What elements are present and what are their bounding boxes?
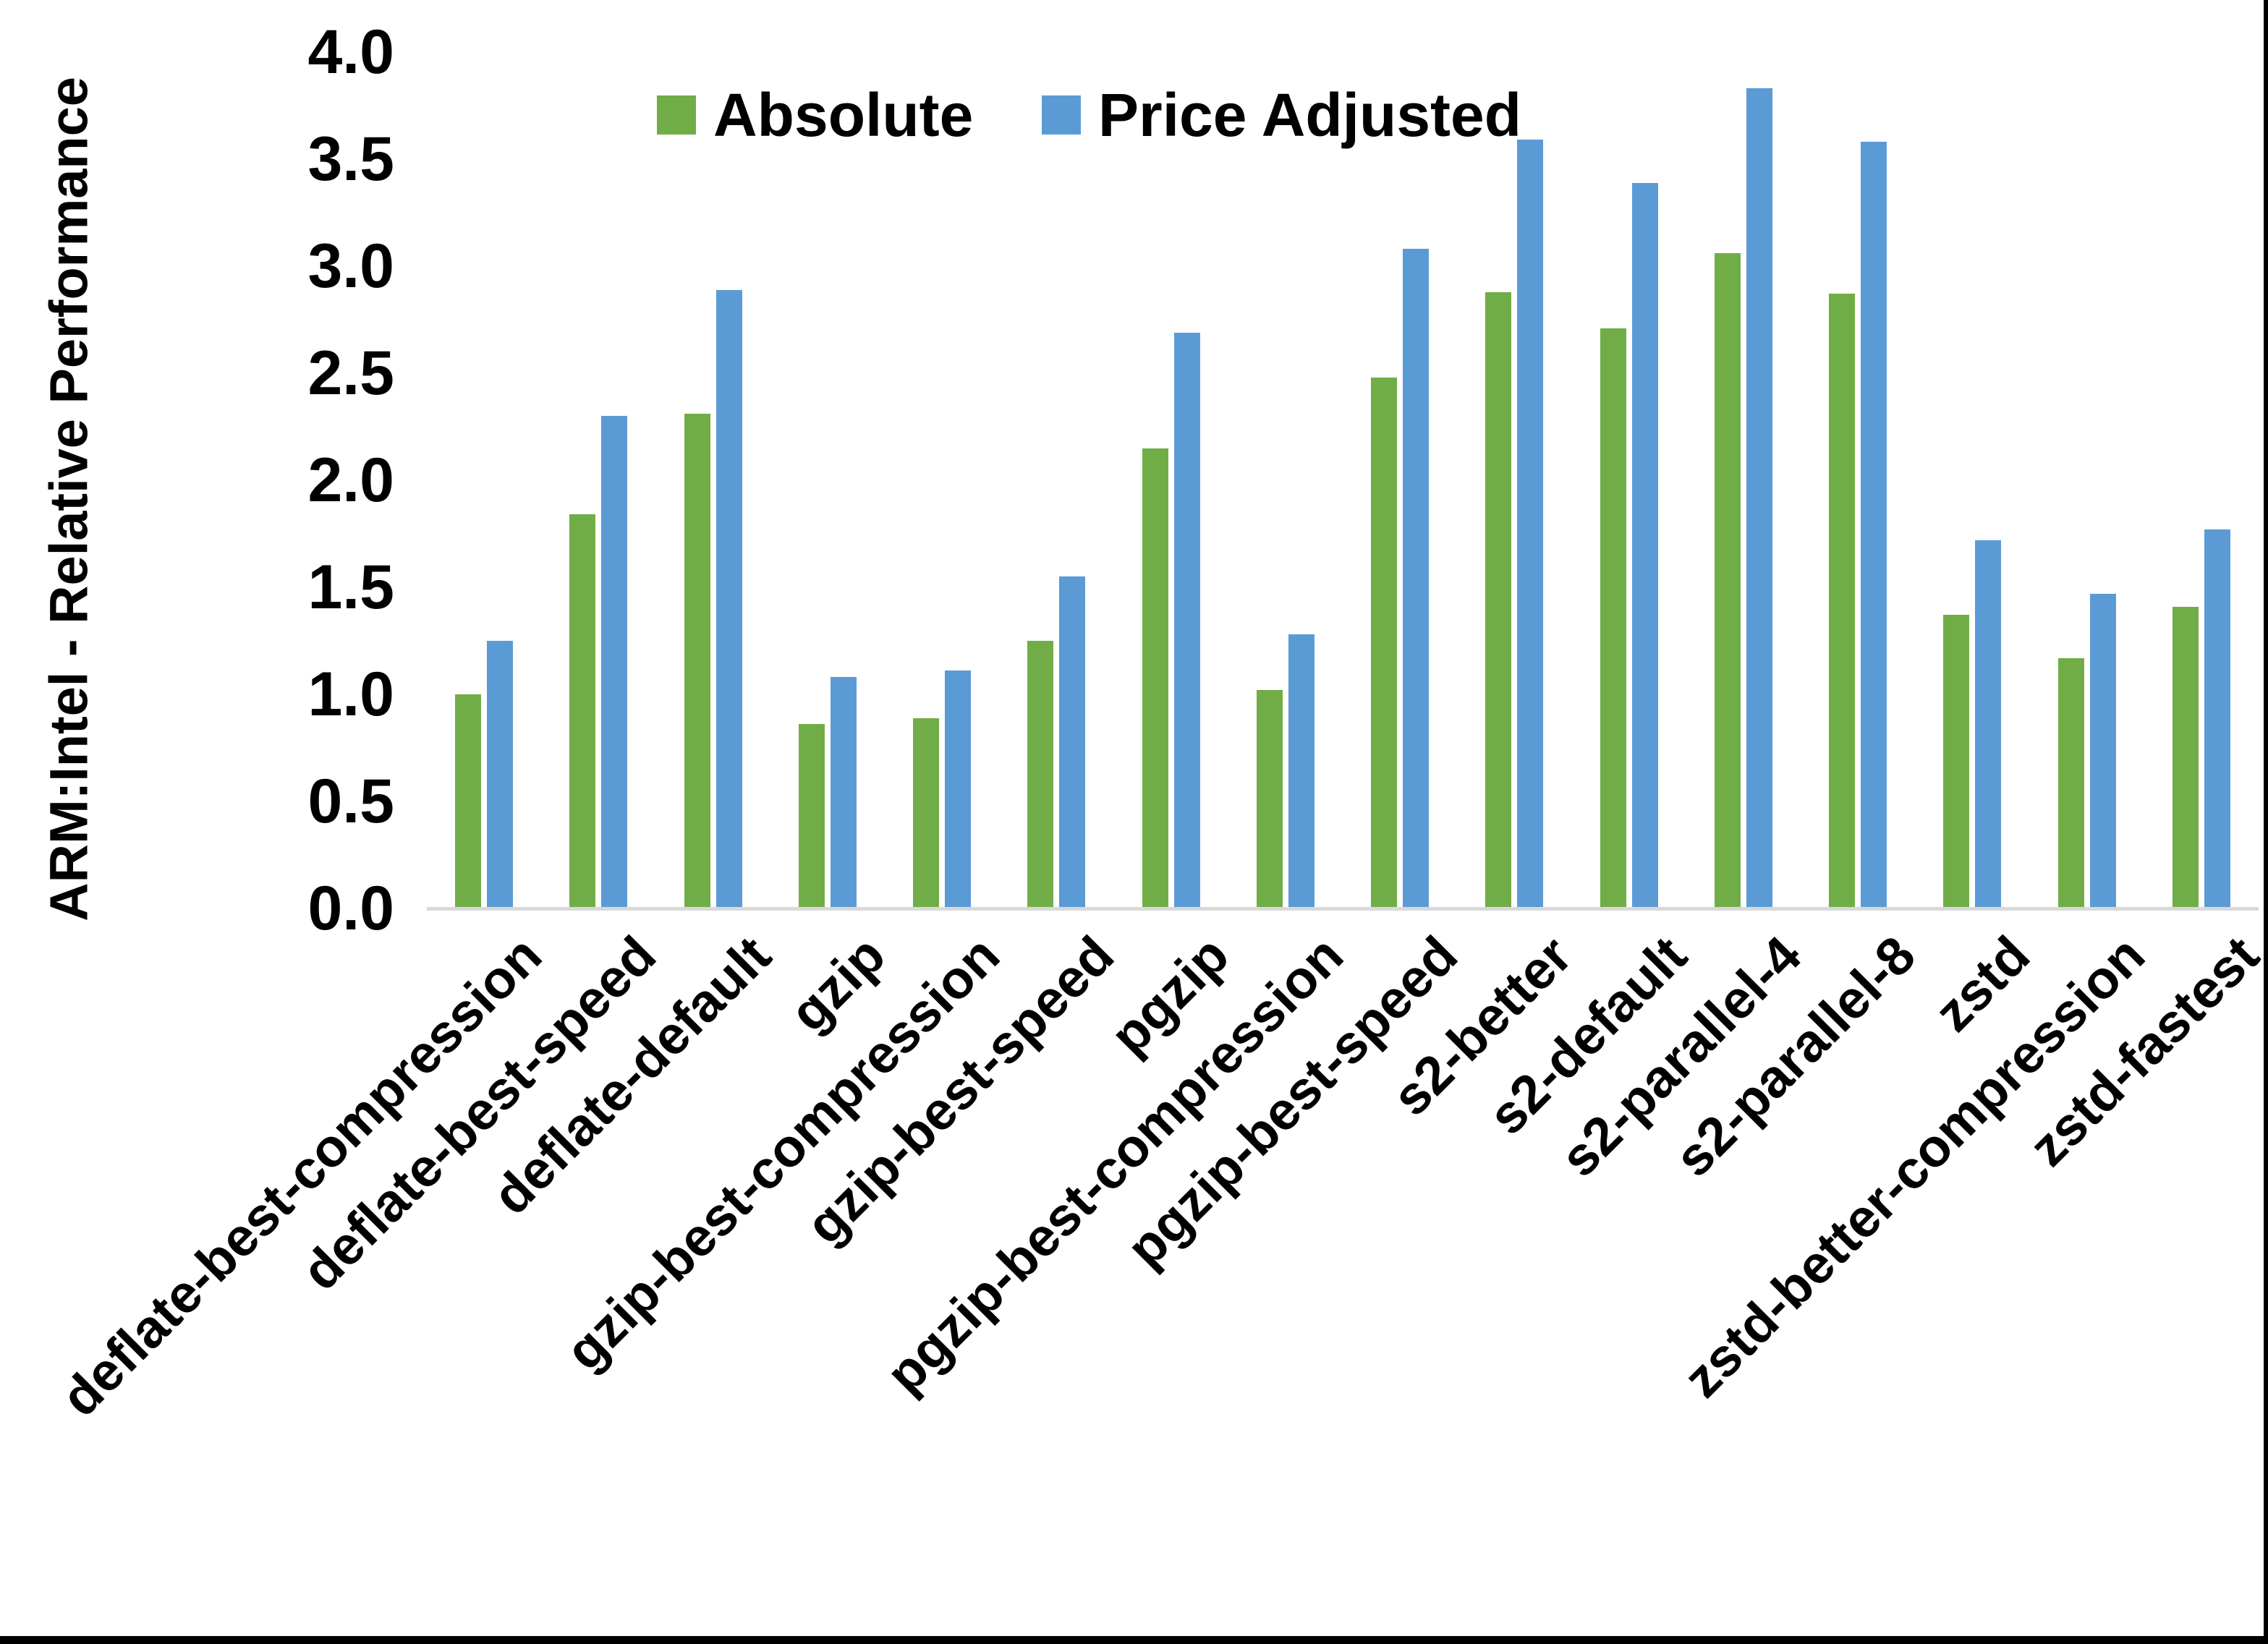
bar-absolute-zstd-better-compression: [2057, 657, 2084, 908]
legend-label-price-adjusted: Price Adjusted: [1098, 81, 1522, 149]
bar-group-gzip-best-compression: [885, 52, 999, 908]
bar-price-adjusted-s2-parallel-4: [1746, 88, 1772, 908]
bar-price-adjusted-s2-better: [1517, 140, 1544, 908]
legend-item-price-adjusted: Price Adjusted: [1042, 85, 1521, 145]
bar-price-adjusted-s2-parallel-8: [1861, 142, 1887, 908]
y-tick-label-1.5: 1.5: [307, 553, 394, 622]
bar-group-s2-better: [1457, 52, 1571, 908]
bar-price-adjusted-deflate-default: [715, 289, 742, 908]
bar-absolute-s2-default: [1600, 328, 1626, 908]
bar-absolute-deflate-best-speed: [569, 514, 596, 908]
bar-price-adjusted-gzip-best-compression: [945, 670, 972, 908]
bar-group-gzip-best-speed: [999, 52, 1113, 908]
x-axis-line: [427, 907, 2259, 911]
bar-price-adjusted-s2-default: [1631, 182, 1658, 908]
bar-price-adjusted-pgzip-best-speed: [1403, 249, 1430, 908]
bar-group-deflate-best-speed: [541, 52, 655, 908]
bar-price-adjusted-deflate-best-compression: [487, 641, 514, 908]
bar-group-zstd-better-compression: [2030, 52, 2144, 908]
bar-absolute-pgzip-best-compression: [1256, 690, 1283, 908]
bar-price-adjusted-zstd-fastest: [2204, 529, 2230, 908]
y-tick-label-2.5: 2.5: [307, 338, 394, 408]
legend-swatch-price-adjusted: [1042, 95, 1081, 135]
y-tick-label-2.0: 2.0: [307, 446, 394, 515]
bar-group-zstd: [1915, 52, 2029, 908]
bar-absolute-s2-parallel-4: [1714, 253, 1741, 908]
y-tick-label-3.0: 3.0: [307, 231, 394, 301]
plot-area: [427, 52, 2259, 908]
bar-absolute-zstd-fastest: [2172, 606, 2199, 908]
right-frame-edge: [2264, 0, 2268, 1644]
bar-group-pgzip: [1114, 52, 1228, 908]
legend-swatch-absolute: [657, 95, 696, 135]
y-tick-label-0.5: 0.5: [307, 767, 394, 836]
y-tick-label-3.5: 3.5: [307, 124, 394, 194]
bar-absolute-pgzip-best-speed: [1371, 377, 1398, 908]
legend-item-absolute: Absolute: [657, 85, 973, 145]
bottom-frame-edge: [0, 1636, 2268, 1644]
bar-absolute-s2-parallel-8: [1829, 294, 1856, 908]
bar-absolute-gzip-best-speed: [1027, 641, 1054, 908]
y-tick-label-1.0: 1.0: [307, 660, 394, 729]
bar-absolute-pgzip: [1142, 448, 1168, 908]
bar-price-adjusted-gzip-best-speed: [1059, 576, 1086, 908]
bar-price-adjusted-pgzip-best-compression: [1288, 634, 1314, 908]
bar-group-gzip: [770, 52, 885, 908]
bar-group-deflate-default: [656, 52, 770, 908]
bar-group-zstd-fastest: [2144, 52, 2259, 908]
bar-group-deflate-best-compression: [427, 52, 541, 908]
bar-price-adjusted-zstd: [1975, 540, 2002, 908]
bar-absolute-zstd: [1943, 615, 1970, 908]
bar-price-adjusted-pgzip: [1173, 332, 1200, 908]
bar-price-adjusted-gzip: [830, 677, 857, 908]
y-tick-label-0.0: 0.0: [307, 874, 394, 943]
bar-absolute-deflate-best-compression: [455, 694, 482, 908]
bar-price-adjusted-deflate-best-speed: [601, 416, 628, 908]
x-axis-label-deflate-best-compression: deflate-best-compression: [49, 924, 553, 1428]
bar-absolute-gzip: [798, 724, 825, 908]
bar-group-pgzip-best-compression: [1228, 52, 1343, 908]
bar-group-s2-parallel-8: [1801, 52, 1915, 908]
bar-absolute-deflate-default: [684, 414, 710, 908]
bar-group-s2-default: [1572, 52, 1686, 908]
bar-group-pgzip-best-speed: [1343, 52, 1457, 908]
legend-label-absolute: Absolute: [713, 81, 974, 149]
bar-absolute-s2-better: [1485, 291, 1512, 908]
y-tick-label-4.0: 4.0: [307, 17, 394, 87]
bar-price-adjusted-zstd-better-compression: [2089, 593, 2116, 908]
bar-absolute-gzip-best-compression: [913, 717, 940, 908]
bar-group-s2-parallel-4: [1686, 52, 1801, 908]
